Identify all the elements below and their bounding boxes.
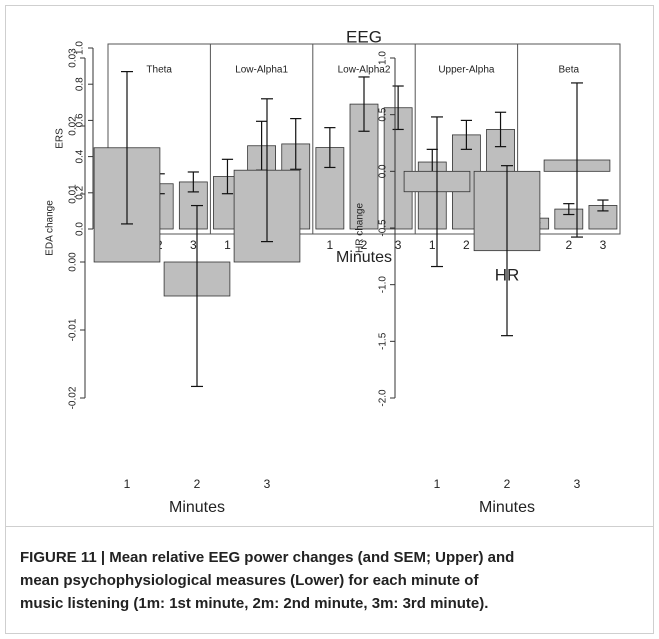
x-tick-label: 3 [574, 477, 581, 491]
plot-box [107, 43, 621, 235]
group-label: Theta [146, 65, 172, 76]
group-label: Upper-Alpha [438, 65, 495, 76]
x-axis-label: Minutes [479, 499, 535, 516]
y-tick-label: 1.0 [75, 41, 86, 55]
y-axis-label: ERS [55, 128, 66, 149]
y-tick-label: -1.5 [378, 332, 389, 350]
chart-title: EEG [346, 27, 382, 46]
x-tick-label: 2 [361, 238, 368, 252]
group-label: Low-Alpha2 [338, 65, 391, 76]
y-tick-label: -0.02 [68, 386, 79, 409]
x-axis-label: Minutes [169, 499, 225, 516]
y-axis-label: EDA change [45, 200, 56, 256]
x-axis-label: Minutes [336, 249, 392, 266]
y-tick-label: 0.5 [378, 107, 389, 121]
y-tick-label: 0.02 [68, 116, 79, 136]
y-tick-label: 0.01 [68, 184, 79, 204]
y-tick-label: -1.0 [378, 276, 389, 294]
y-tick-label: 0.03 [68, 48, 79, 68]
caption-line: FIGURE 11 | Mean relative EEG power chan… [20, 549, 515, 566]
y-tick-label: -0.5 [378, 219, 389, 237]
x-tick-label: 2 [504, 477, 511, 491]
frame [5, 5, 654, 634]
y-tick-label: 0.0 [378, 164, 389, 178]
caption: FIGURE 11 | Mean relative EEG power chan… [20, 546, 645, 615]
y-tick-label: -2.0 [378, 389, 389, 407]
x-tick-label: 3 [264, 477, 271, 491]
group-label: Beta [559, 65, 580, 76]
y-tick-label: 0.0 [75, 222, 86, 236]
y-tick-label: 0.8 [75, 77, 86, 91]
y-tick-label: 0.4 [75, 149, 86, 163]
y-tick-label: -0.01 [68, 318, 79, 341]
x-tick-label: 1 [429, 238, 436, 252]
x-tick-label: 3 [190, 238, 197, 252]
x-tick-label: 1 [124, 477, 131, 491]
caption-line: music listening (1m: 1st minute, 2m: 2nd… [20, 595, 489, 612]
x-tick-label: 2 [565, 238, 572, 252]
y-tick-label: 1.0 [378, 51, 389, 65]
y-tick-label: 0.6 [75, 113, 86, 127]
y-axis-label: HR change [355, 203, 366, 253]
caption-line: mean psychophysiological measures (Lower… [20, 572, 479, 589]
x-tick-label: 2 [194, 477, 201, 491]
x-tick-label: 3 [395, 238, 402, 252]
y-tick-label: 0.00 [68, 252, 79, 272]
x-tick-label: 1 [434, 477, 441, 491]
x-tick-label: 3 [600, 238, 607, 252]
group-label: Low-Alpha1 [235, 65, 288, 76]
y-tick-label: 0.2 [75, 185, 86, 199]
x-tick-label: 1 [327, 238, 334, 252]
x-tick-label: 1 [224, 238, 231, 252]
x-tick-label: 2 [463, 238, 470, 252]
